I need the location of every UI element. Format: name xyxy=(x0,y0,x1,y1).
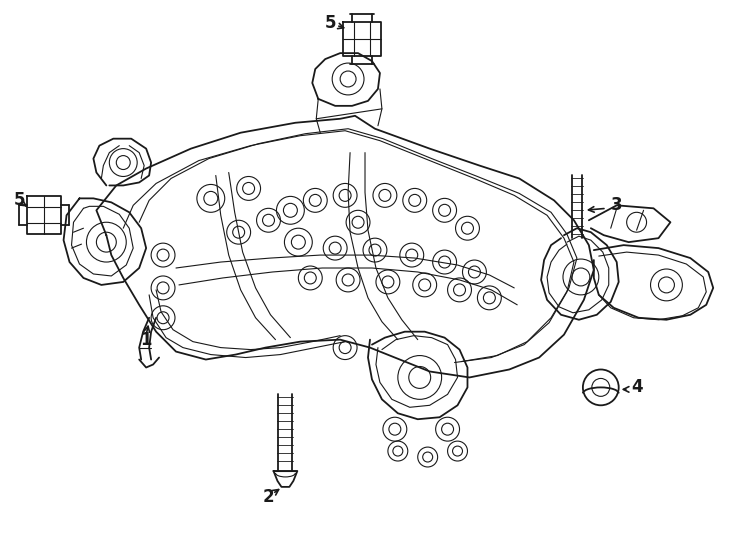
Text: 4: 4 xyxy=(631,379,642,396)
Text: 1: 1 xyxy=(140,330,152,349)
Text: 5: 5 xyxy=(14,191,26,210)
Text: 3: 3 xyxy=(611,197,622,214)
Text: 2: 2 xyxy=(263,488,275,506)
Text: 5: 5 xyxy=(324,14,336,32)
